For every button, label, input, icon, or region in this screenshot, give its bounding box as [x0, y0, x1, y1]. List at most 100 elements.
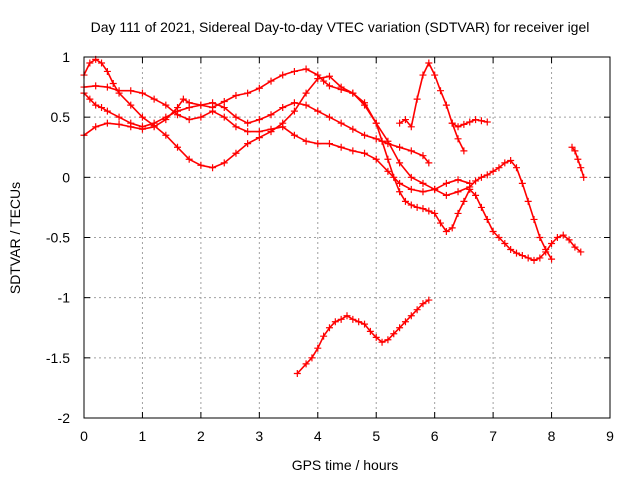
data-point [290, 99, 298, 107]
data-point [507, 246, 515, 254]
data-point [419, 300, 427, 308]
data-point [103, 119, 111, 127]
data-point [185, 116, 193, 124]
y-tick-label: 1 [62, 49, 70, 65]
x-tick-label: 3 [255, 428, 263, 444]
data-point [138, 113, 146, 121]
y-tick-label: 0 [62, 169, 70, 185]
data-point [396, 179, 404, 187]
data-point [431, 209, 439, 217]
series-line [398, 62, 465, 152]
data-point [571, 147, 579, 155]
x-tick-label: 1 [139, 428, 147, 444]
data-point [103, 107, 111, 115]
data-point [325, 113, 333, 121]
data-point [396, 188, 404, 196]
data-point [209, 164, 217, 172]
data-point [103, 83, 111, 91]
data-point [320, 77, 328, 85]
data-point [174, 107, 182, 115]
data-point [407, 147, 415, 155]
data-point [384, 167, 392, 175]
data-point [302, 65, 310, 73]
data-point [349, 125, 357, 133]
data-point [220, 104, 228, 112]
data-point [454, 209, 462, 217]
data-point [477, 173, 485, 181]
data-point [460, 147, 468, 155]
data-point [495, 164, 503, 172]
data-point [349, 147, 357, 155]
data-point [577, 248, 585, 256]
data-point [314, 140, 322, 148]
data-point [466, 118, 474, 126]
data-point [448, 224, 456, 232]
series-3 [80, 82, 474, 196]
data-point [460, 197, 468, 205]
series-7 [568, 143, 588, 181]
data-point [483, 215, 491, 223]
data-point [232, 92, 240, 100]
ticks [83, 56, 611, 419]
data-point [407, 312, 415, 320]
data-point [413, 306, 421, 314]
data-point [127, 119, 135, 127]
data-point [361, 149, 369, 157]
data-point [109, 79, 117, 87]
data-point [115, 113, 123, 121]
data-point [407, 185, 415, 193]
data-point [325, 324, 333, 332]
y-tick-label: 0.5 [51, 109, 71, 125]
data-point [92, 123, 100, 131]
x-tick-label: 0 [80, 428, 88, 444]
data-point [98, 59, 106, 67]
data-point [86, 95, 94, 103]
data-point [401, 197, 409, 205]
data-point [483, 118, 491, 126]
data-point [361, 101, 369, 109]
x-tick-label: 9 [606, 428, 614, 444]
data-point [232, 113, 240, 121]
data-point [419, 179, 427, 187]
data-point [401, 318, 409, 326]
data-point [571, 243, 579, 251]
y-tick-label: -0.5 [46, 230, 70, 246]
data-point [413, 95, 421, 103]
y-tick-label: -1 [58, 290, 71, 306]
data-point [209, 99, 217, 107]
data-point [337, 119, 345, 127]
data-point [565, 236, 573, 244]
x-tick-label: 2 [197, 428, 205, 444]
data-point [548, 240, 556, 248]
data-point [290, 107, 298, 115]
data-point [401, 116, 409, 124]
data-point [138, 123, 146, 131]
data-point [577, 164, 585, 172]
data-point [267, 77, 275, 85]
data-point [279, 104, 287, 112]
data-point [302, 101, 310, 109]
data-point [337, 85, 345, 93]
series-line [83, 85, 471, 193]
data-point [279, 123, 287, 131]
data-point [232, 149, 240, 157]
data-point [442, 227, 450, 235]
data-point [255, 128, 263, 136]
data-point [290, 67, 298, 75]
x-axis-label: GPS time / hours [292, 457, 399, 473]
data-point [378, 338, 386, 346]
data-point [559, 231, 567, 239]
x-tick-labels: 0 1 2 3 4 5 6 7 8 9 [80, 428, 614, 444]
x-tick-label: 7 [489, 428, 497, 444]
x-tick-label: 5 [372, 428, 380, 444]
data-point [337, 143, 345, 151]
data-point [425, 207, 433, 215]
data-point [454, 176, 462, 184]
series-line [296, 299, 430, 375]
data-point [197, 101, 205, 109]
data-point [466, 179, 474, 187]
data-point [574, 155, 582, 163]
data-point [384, 140, 392, 148]
x-tick-label: 4 [314, 428, 322, 444]
